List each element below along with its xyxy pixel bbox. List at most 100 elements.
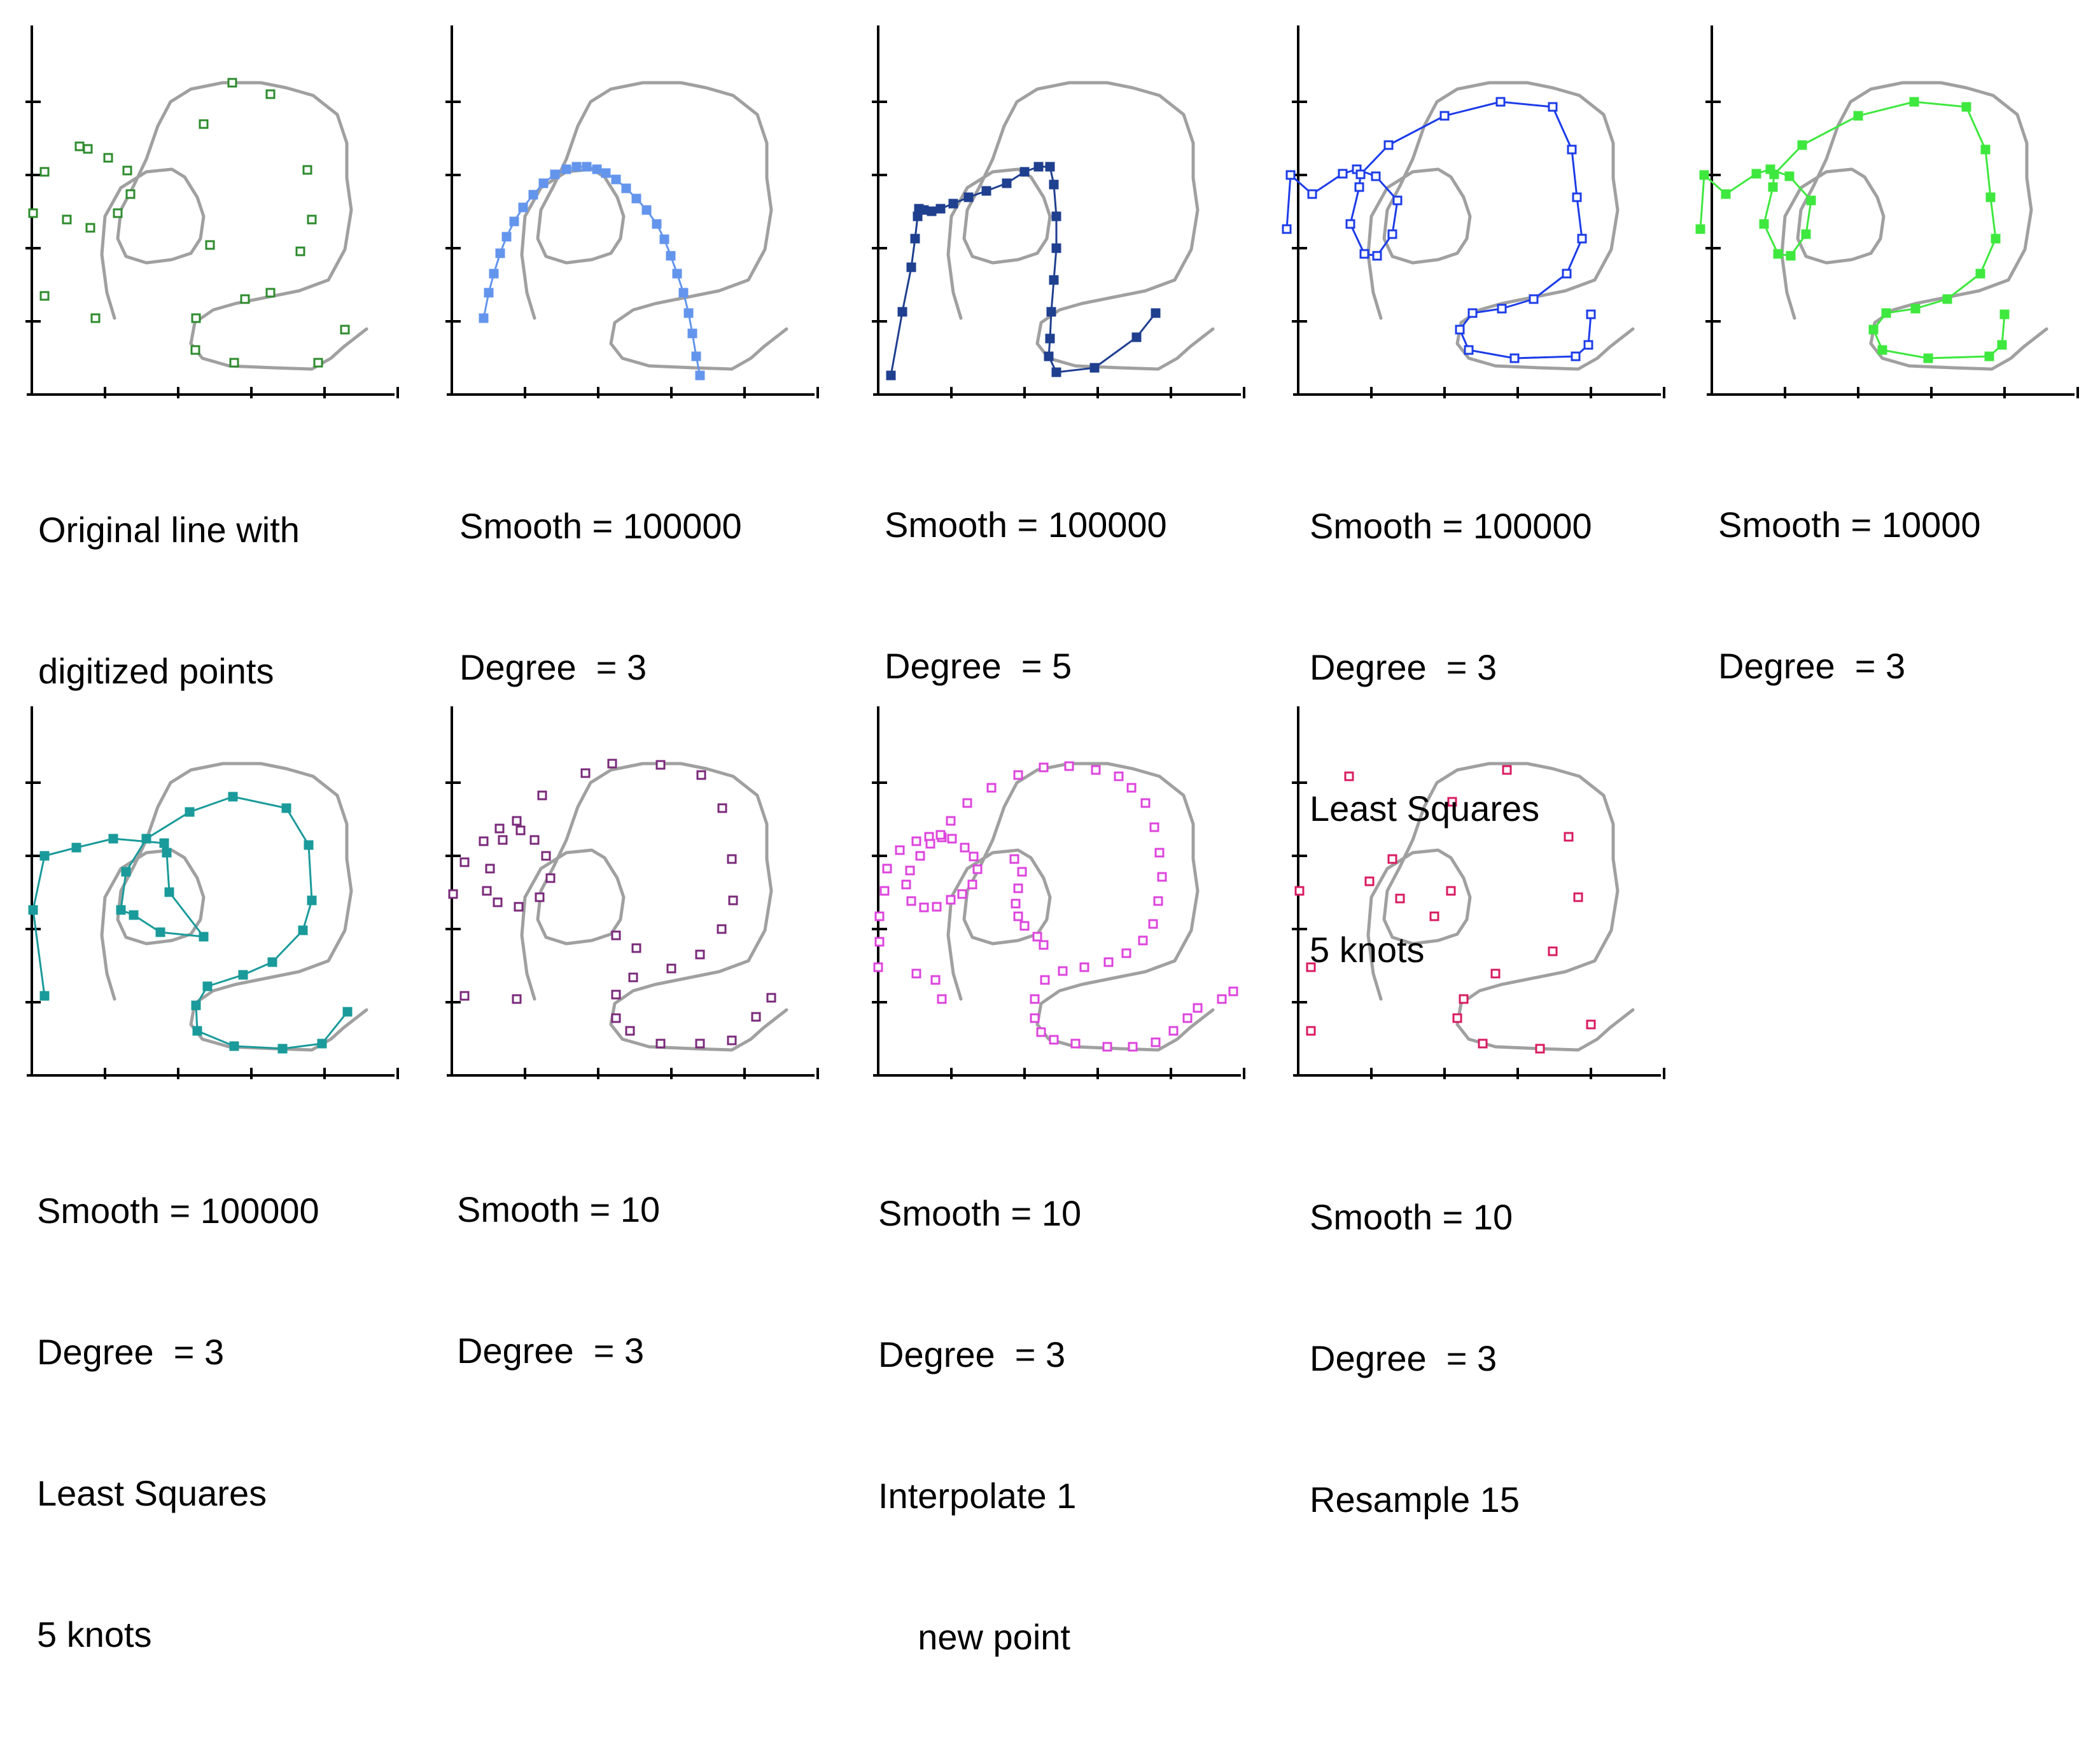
digitized-point (1806, 195, 1816, 206)
digitized-point (1013, 911, 1023, 921)
digitized-point (265, 89, 276, 99)
digitized-point (1383, 140, 1394, 150)
digitized-point (1975, 269, 1985, 279)
caption-line: Smooth = 10 (457, 1189, 661, 1229)
digitized-point (113, 208, 123, 218)
digitized-point (1154, 848, 1165, 858)
digitized-point (571, 162, 582, 172)
digitized-point (485, 864, 495, 874)
digitized-point (1121, 948, 1131, 958)
digitized-point (1285, 170, 1296, 180)
digitized-point (1049, 1035, 1059, 1045)
digitized-point (1721, 189, 1731, 199)
digitized-point (39, 991, 50, 1001)
digitized-point (946, 895, 956, 905)
caption-line: Degree = 3 (1310, 1338, 1497, 1378)
digitized-point (1045, 333, 1055, 344)
digitized-point (122, 165, 132, 176)
caption-smooth-10000: Smooth = 10000 Degree = 3 (1718, 407, 1981, 784)
digitized-point (1447, 797, 1457, 807)
digitized-point (1126, 783, 1137, 793)
digitized-point (281, 803, 291, 813)
plot-smooth-10-resample (1292, 706, 1665, 1079)
digitized-point (1131, 332, 1142, 342)
digitized-point (948, 199, 958, 209)
digitized-point (185, 807, 195, 817)
caption-line: 5 knots (37, 1614, 152, 1654)
digitized-point (1909, 97, 1919, 107)
digitized-point (1797, 140, 1807, 150)
digitized-point (1019, 167, 1030, 177)
digitized-point (1033, 162, 1044, 172)
plot-smooth-10-interp (872, 706, 1245, 1079)
caption-line: Degree = 3 (1718, 646, 1906, 686)
digitized-point (1923, 353, 1933, 363)
digitized-point (1502, 765, 1512, 775)
digitized-point (1168, 1026, 1179, 1036)
digitized-point (1495, 97, 1506, 107)
caption-line: Smooth = 100000 (1310, 506, 1592, 546)
digitized-point (1877, 345, 1887, 355)
digitized-point (717, 803, 727, 813)
digitized-point (1193, 1003, 1203, 1013)
digitized-point (611, 174, 621, 185)
panel-smooth-100000-ls-teal (19, 700, 414, 1094)
digitized-point (304, 840, 314, 850)
digitized-point (911, 968, 921, 979)
digitized-point (1980, 144, 1991, 155)
digitized-point (947, 834, 957, 844)
digitized-point (696, 770, 706, 780)
digitized-point (1103, 957, 1114, 967)
digitized-point (1429, 911, 1439, 921)
digitized-point (607, 759, 617, 769)
digitized-point (1217, 994, 1227, 1004)
caption-line: Smooth = 100000 (37, 1191, 319, 1231)
digitized-point (919, 902, 929, 912)
digitized-point (1051, 211, 1061, 221)
digitized-point (317, 1038, 327, 1049)
digitized-point (164, 887, 174, 897)
digitized-point (1985, 192, 1996, 202)
digitized-point (611, 1013, 621, 1023)
digitized-point (1045, 162, 1055, 172)
digitized-point (601, 168, 611, 178)
digitized-point (874, 937, 885, 947)
digitized-point (910, 234, 920, 244)
digitized-point (911, 836, 921, 846)
digitized-point (666, 251, 676, 261)
panel-smooth-10 (439, 700, 834, 1094)
digitized-point (528, 190, 538, 200)
panel-smooth-100000-deg3 (439, 19, 834, 414)
caption-line: Degree = 3 (457, 1331, 645, 1371)
caption-line: Smooth = 10 (1310, 1197, 1513, 1237)
caption-line: Degree = 3 (878, 1334, 1066, 1374)
digitized-point (116, 905, 126, 915)
digitized-point (71, 843, 81, 853)
digitized-point (313, 358, 323, 368)
digitized-point (1942, 294, 1952, 304)
digitized-point (205, 240, 215, 250)
digitized-point (342, 1007, 353, 1017)
digitized-point (1910, 304, 1921, 314)
digitized-point (28, 208, 38, 218)
panel-smooth-10-resample (1285, 700, 1680, 1094)
caption-line: Least Squares (37, 1473, 267, 1513)
digitized-point (518, 202, 528, 213)
digitized-point (1040, 975, 1050, 985)
caption-line: 5 knots (1310, 930, 1425, 970)
digitized-point (1452, 1013, 1462, 1023)
digitized-point (631, 943, 641, 953)
digitized-point (1151, 308, 1161, 318)
digitized-point (905, 865, 915, 876)
digitized-point (1036, 1027, 1046, 1037)
digitized-point (641, 205, 652, 215)
digitized-point (141, 834, 151, 844)
plot-smooth-10 (445, 706, 819, 1079)
digitized-point (873, 962, 883, 972)
digitized-point (202, 981, 213, 991)
digitized-point (550, 169, 560, 179)
digitized-point (514, 902, 524, 912)
digitized-point (1102, 1042, 1112, 1052)
digitized-point (727, 1035, 737, 1045)
caption-smooth-100000-ls-teal: Smooth = 100000 Degree = 3 Least Squares… (37, 1093, 319, 1752)
